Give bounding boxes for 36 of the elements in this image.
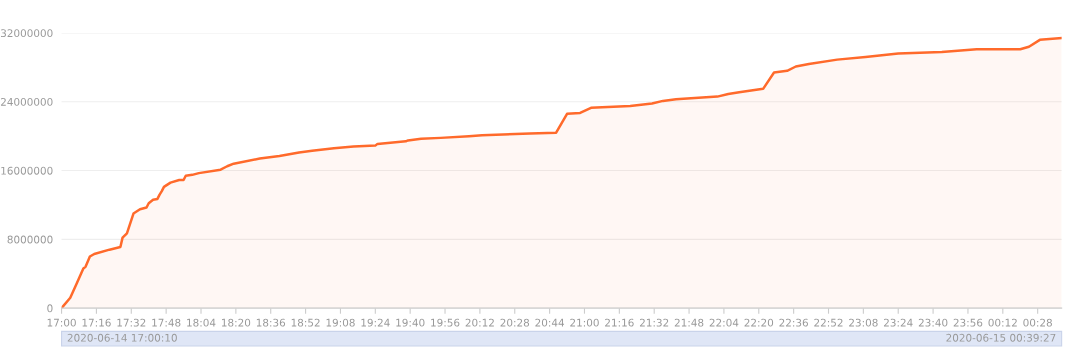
x-tick-label: 22:52 [814, 318, 843, 327]
x-tick-label: 00:12 [988, 318, 1017, 327]
x-tick-label: 17:32 [117, 318, 146, 327]
text: 2020-06-15 00:39:27 [946, 333, 1056, 342]
x-tick-label: 22:36 [779, 318, 808, 327]
y-tick-label: 0 [47, 304, 53, 313]
x-tick-label: 17:48 [152, 318, 181, 327]
x-tick-label: 23:08 [849, 318, 878, 327]
y-tick-label: 8000000 [7, 235, 53, 244]
x-tick-label: 20:28 [500, 318, 530, 327]
x-tick-label: 23:56 [953, 318, 983, 327]
x-tick-label: 21:48 [674, 318, 704, 327]
x-tick-label: 17:00 [47, 318, 76, 327]
x-tick-label: 21:32 [639, 318, 669, 327]
x-tick-label: 21:16 [605, 318, 634, 327]
x-tick-label: 20:12 [465, 318, 494, 327]
x-tick-label: 00:28 [1023, 318, 1052, 327]
text: 2020-06-14 17:00:10 [67, 333, 177, 342]
x-tick-label: 18:20 [222, 318, 251, 327]
y-tick-label: 32000000 [1, 29, 53, 38]
x-tick-label: 18:52 [291, 318, 320, 327]
x-tick-label: 21:00 [570, 318, 599, 327]
x-tick-label: 18:04 [187, 318, 216, 327]
x-tick-label: 19:56 [431, 318, 460, 327]
x-tick-label: 19:40 [396, 318, 425, 327]
x-tick-label: 23:40 [918, 318, 948, 327]
x-tick-label: 22:04 [709, 318, 739, 327]
x-tick-label: 23:24 [883, 318, 913, 327]
x-tick-label: 18:36 [256, 318, 286, 327]
x-tick-label: 19:24 [361, 318, 390, 327]
x-tick-label: 22:20 [744, 318, 774, 327]
x-tick-label: 19:08 [326, 318, 355, 327]
x-tick-label: 20:44 [535, 318, 565, 327]
x-tick-label: 17:16 [82, 318, 111, 327]
y-tick-label: 24000000 [0, 97, 53, 106]
y-tick-label: 16000000 [1, 166, 53, 175]
